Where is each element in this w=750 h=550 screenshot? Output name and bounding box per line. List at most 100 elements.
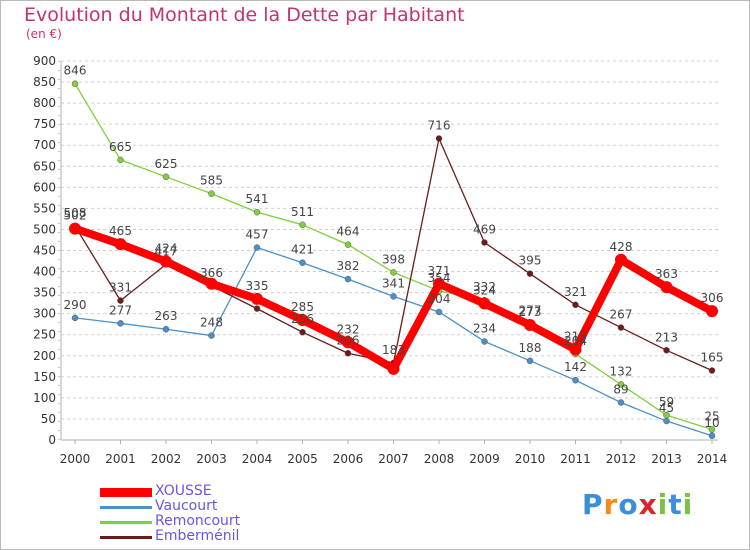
- series-point: [481, 239, 488, 246]
- y-tick-label: 300: [33, 307, 56, 321]
- data-label: 464: [337, 225, 360, 239]
- series-point: [569, 343, 582, 356]
- data-label: 263: [155, 309, 178, 323]
- y-tick-label: 550: [33, 201, 56, 215]
- y-tick-label: 600: [33, 180, 56, 194]
- x-tick-label: 2010: [515, 452, 546, 466]
- x-tick-label: 2014: [697, 452, 728, 466]
- data-label: 469: [473, 222, 496, 236]
- data-label: 398: [382, 252, 405, 266]
- logo-letter: t: [668, 488, 683, 521]
- data-label: 846: [64, 64, 87, 78]
- x-tick-label: 2005: [287, 452, 318, 466]
- x-tick-label: 2001: [105, 452, 136, 466]
- chart-title: Evolution du Montant de la Dette par Hab…: [24, 4, 465, 26]
- series-point: [344, 241, 352, 248]
- x-tick-label: 2000: [60, 452, 91, 466]
- logo-letter: P: [582, 488, 604, 521]
- data-label: 89: [613, 383, 628, 397]
- series-point: [114, 238, 127, 251]
- series-point: [708, 432, 716, 440]
- y-tick-label: 750: [33, 117, 56, 131]
- data-label: 363: [655, 267, 678, 281]
- data-label: 304: [428, 292, 451, 306]
- series-point: [208, 190, 215, 197]
- data-label: 511: [291, 205, 314, 219]
- data-label: 204: [564, 334, 587, 348]
- y-tick-label: 500: [33, 222, 56, 236]
- y-tick-label: 400: [33, 265, 56, 279]
- data-label: 417: [155, 244, 178, 258]
- series-point: [663, 411, 670, 419]
- legend-swatch: [100, 506, 152, 509]
- legend-label: XOUSSE: [155, 483, 212, 499]
- series-point: [617, 324, 625, 331]
- data-labels: 502 465 424 335 285 232 371 324 273 215 428 363 306 2…: [64, 64, 724, 430]
- data-label: 188: [519, 341, 542, 355]
- logo-letter: i: [657, 488, 669, 521]
- series-point: [162, 173, 170, 181]
- series-point: [117, 297, 124, 304]
- series-point: [663, 347, 670, 354]
- x-tick-label: 2012: [606, 452, 637, 466]
- data-label: 371: [428, 264, 451, 278]
- data-label: 332: [473, 280, 496, 294]
- legend-label: Emberménil: [155, 528, 240, 544]
- series-point: [344, 350, 352, 357]
- data-label: 256: [291, 312, 314, 326]
- series-lines: [69, 80, 718, 440]
- series-point: [253, 208, 261, 216]
- data-label: 59: [659, 395, 674, 409]
- series-point: [663, 417, 670, 425]
- y-tick-label: 200: [33, 349, 56, 363]
- series-point: [615, 253, 627, 266]
- series-point: [342, 336, 354, 349]
- series-point: [299, 259, 306, 266]
- data-label: 335: [246, 279, 269, 293]
- x-tick-label: 2007: [378, 452, 409, 466]
- data-label: 421: [291, 243, 314, 257]
- series-point: [69, 222, 81, 235]
- data-label: 213: [655, 330, 678, 344]
- data-label: 45: [659, 401, 674, 415]
- grid-lines: [61, 60, 718, 420]
- data-label: 508: [64, 206, 87, 220]
- data-label: 232: [337, 322, 360, 336]
- data-label: 502: [64, 209, 87, 223]
- series-point: [572, 376, 579, 384]
- data-label: 215: [564, 329, 587, 343]
- x-tick-label: 2011: [560, 452, 591, 466]
- chart-subtitle: (en €): [26, 27, 62, 41]
- data-label: 273: [519, 305, 542, 319]
- x-tick-label: 2013: [651, 452, 682, 466]
- series-point: [162, 325, 170, 333]
- data-label: 165: [701, 351, 724, 365]
- series-point: [71, 80, 79, 87]
- series-point: [390, 269, 397, 276]
- y-tick-label: 850: [33, 75, 56, 89]
- x-axis-ticks: 2000 2001 2002 2003 2004 2005 2006 2007 2008 2009…: [60, 440, 728, 466]
- logo-letter: o: [618, 488, 639, 521]
- x-tick-label: 2008: [424, 452, 455, 466]
- data-label: 183: [382, 343, 405, 357]
- data-label: 465: [109, 224, 132, 238]
- legend-swatch: [100, 521, 152, 524]
- data-label: 285: [291, 300, 314, 314]
- data-label: 324: [473, 284, 496, 298]
- data-label: 428: [610, 240, 633, 254]
- x-tick-label: 2003: [196, 452, 227, 466]
- y-tick-label: 50: [41, 412, 56, 426]
- x-tick-label: 2006: [333, 452, 364, 466]
- data-label: 541: [246, 192, 269, 206]
- series-point: [526, 270, 534, 277]
- data-label: 142: [564, 360, 587, 374]
- data-label: 716: [428, 118, 451, 132]
- series-point: [526, 357, 534, 365]
- data-label: 277: [109, 303, 132, 317]
- y-tick-label: 650: [33, 159, 56, 173]
- data-label: 277: [519, 303, 542, 317]
- data-label: 321: [564, 285, 587, 299]
- data-label: 248: [200, 316, 223, 330]
- series-point: [478, 297, 491, 310]
